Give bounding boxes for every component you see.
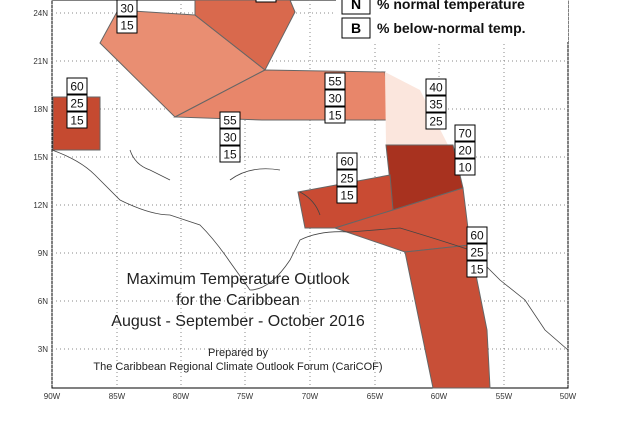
prob-value: 60 (470, 229, 484, 243)
title-line: August - September - October 2016 (111, 313, 365, 330)
prob-value: 40 (429, 81, 443, 95)
lat-label: 15N (33, 153, 48, 162)
prob-value: 15 (120, 19, 134, 33)
prob-box (219, 145, 241, 163)
prob-value: 55 (223, 114, 237, 128)
lon-label: 85W (109, 392, 126, 401)
prob-box (454, 124, 476, 142)
prob-value: 15 (70, 114, 84, 128)
legend-key-box (341, 17, 371, 39)
legend-key: B (351, 20, 361, 36)
title-line: Maximum Temperature Outlook (127, 271, 351, 288)
lon-label: 90W (44, 392, 61, 401)
prob-box (219, 111, 241, 129)
lon-label: 55W (496, 392, 513, 401)
prob-value: 30 (328, 92, 342, 106)
legend-label: % below-normal temp. (377, 20, 526, 36)
prob-value: 15 (259, 0, 273, 2)
prob-value: 35 (429, 98, 443, 112)
credit-line: Prepared by (208, 347, 268, 359)
prob-box (255, 0, 277, 3)
lat-label: 18N (33, 105, 48, 114)
prob-value: 15 (328, 109, 342, 123)
regions (52, 0, 491, 389)
prob-value: 70 (458, 127, 472, 141)
prob-box (454, 141, 476, 159)
prob-value: 15 (470, 263, 484, 277)
prob-value: 60 (340, 155, 354, 169)
lat-label: 21N (33, 57, 48, 66)
title-line: for the Caribbean (176, 292, 300, 309)
prob-value: 55 (328, 75, 342, 89)
prob-box (466, 243, 488, 261)
prob-box (336, 186, 358, 204)
region (194, 0, 296, 71)
region (333, 187, 471, 253)
lat-label: 12N (33, 201, 48, 210)
prob-box (425, 112, 447, 130)
prob-box (466, 226, 488, 244)
prob-value: 25 (429, 115, 443, 129)
prob-box (336, 169, 358, 187)
prob-value: 25 (470, 246, 484, 260)
prob-value: 10 (458, 161, 472, 175)
prob-box (425, 78, 447, 96)
prob-box (66, 94, 88, 112)
prob-value: 25 (70, 97, 84, 111)
prob-box (454, 158, 476, 176)
prob-box (324, 89, 346, 107)
legend-key: N (351, 0, 361, 12)
lon-label: 75W (237, 392, 254, 401)
prob-box (425, 95, 447, 113)
prob-value: 15 (223, 148, 237, 162)
credit-line: The Caribbean Regional Climate Outlook F… (93, 361, 382, 373)
legend-bg (336, 0, 568, 42)
prob-value: 30 (223, 131, 237, 145)
prob-box (219, 128, 241, 146)
prob-value: 30 (120, 2, 134, 16)
lat-label: 3N (38, 345, 48, 354)
legend-label: % normal temperature (377, 0, 525, 12)
prob-box (336, 152, 358, 170)
prob-value: 25 (340, 172, 354, 186)
lon-label: 80W (173, 392, 190, 401)
coastline (51, 149, 569, 351)
legend-key-box (341, 0, 371, 15)
prob-box (324, 106, 346, 124)
lon-label: 60W (431, 392, 448, 401)
prob-box (466, 260, 488, 278)
prob-box (66, 77, 88, 95)
legend: N % normal temperature B % below-normal tem… (336, 0, 568, 42)
prob-value: 15 (340, 189, 354, 203)
lat-label: 6N (38, 297, 48, 306)
prob-value: 60 (70, 80, 84, 94)
lat-label: 9N (38, 249, 48, 258)
lon-label: 65W (367, 392, 384, 401)
lat-label: 24N (33, 9, 48, 18)
prob-box (66, 111, 88, 129)
lon-label: 50W (560, 392, 577, 401)
titles: Maximum Temperature Outlook for the Carib… (93, 271, 382, 373)
probability-boxes: 30 15 15 60 25 15 55 30 15 55 30 15 40 35 25 70 20 10 60 25… (66, 0, 488, 278)
prob-box (324, 72, 346, 90)
prob-box (116, 0, 138, 17)
prob-box (116, 16, 138, 34)
prob-value: 20 (458, 144, 472, 158)
lon-label: 70W (302, 392, 319, 401)
